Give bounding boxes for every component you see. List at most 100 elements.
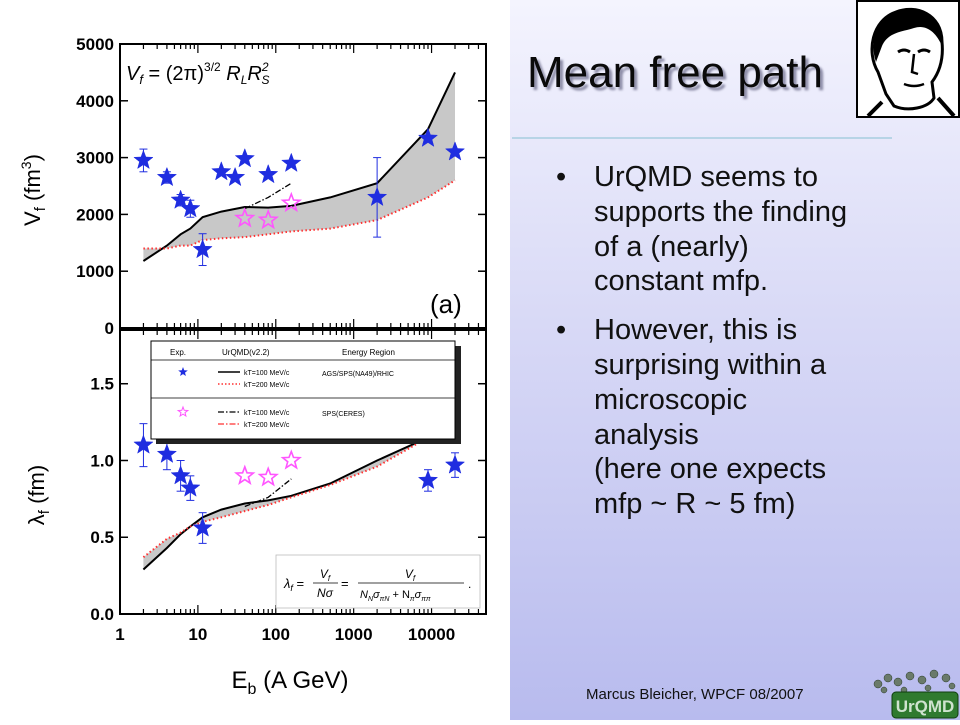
plot-a-marks <box>133 127 466 267</box>
formula-box <box>275 554 481 609</box>
plot-a-data-point <box>133 149 154 170</box>
plot-b-x-tick-label: 10 <box>188 625 207 644</box>
plot-a-y-ticks: 0 1000 2000 3000 4000 5000 <box>76 35 486 338</box>
formula-lhs: λf = <box>283 576 304 593</box>
plot-b-data-point <box>417 469 439 490</box>
plot-a-data-point <box>366 186 388 207</box>
formula-tail: . <box>468 577 471 591</box>
plot-b-ylabel: λf (fm) <box>24 465 53 525</box>
figure-svg: 0 1000 2000 3000 4000 5000 (a) Vf = (2π)3/2 R… <box>18 35 487 698</box>
plot-a-y-tick-label: 1000 <box>76 262 114 281</box>
bullet-dot-icon: • <box>556 314 567 347</box>
plot-b-dashdot-line <box>244 478 292 508</box>
bullet-item: • UrQMD seems to supports the finding of… <box>556 160 926 299</box>
bullet-line: constant mfp. <box>594 265 769 298</box>
plot-a-data-point <box>258 163 279 184</box>
plot-b-data-point <box>170 465 191 485</box>
plot-b-x-tick-label: 1 <box>115 625 124 644</box>
plot-a-x-ticks <box>119 44 487 328</box>
plot-b-band <box>143 426 455 570</box>
legend-header-exp: Exp. <box>170 348 186 357</box>
plot-a-formula: Vf = (2π)3/2 RLR2 S <box>126 60 270 87</box>
bullet-line: However, this is <box>594 314 798 347</box>
plot-b-open-data-point <box>280 449 302 470</box>
plot-a-data-point <box>234 147 255 168</box>
plot-a-data-point <box>192 238 213 259</box>
plot-b-y-tick-label: 1.0 <box>90 451 114 470</box>
plot-a-y-tick-label: 4000 <box>76 92 114 111</box>
figure-panel: 0 1000 2000 3000 4000 5000 (a) Vf = (2π)3/2 R… <box>18 35 487 698</box>
bullet-line: microscopic <box>594 383 748 416</box>
plot-b-open-data-point <box>257 466 279 487</box>
plot-b-data-point <box>133 434 154 454</box>
plot-b-frame <box>119 329 487 615</box>
bullet-list: • UrQMD seems to supports the finding of… <box>556 160 926 536</box>
portrait-logo <box>856 0 960 118</box>
title-rule <box>512 137 892 139</box>
plot-b-red-dotted-line <box>142 425 456 558</box>
legend-row2-model2: kT=200 MeV/c <box>244 422 290 429</box>
bullet-line: surprising within a <box>594 348 827 381</box>
legend-filled-star <box>178 367 188 376</box>
legend-row1-region: AGS/SPS(NA49)/RHIC <box>322 371 394 378</box>
plot-a-open-data-point <box>280 191 302 213</box>
plot-a-frame <box>119 43 487 329</box>
plot-a-data-point <box>156 166 178 187</box>
plot-b-marks <box>133 423 466 544</box>
plot-a-y-tick-label: 3000 <box>76 149 114 168</box>
legend-row1-model1: kT=100 MeV/c <box>244 370 290 377</box>
plot-b-x-ticks: 1 10 100 1000 10000 <box>115 330 487 644</box>
plot-a: 0 1000 2000 3000 4000 5000 (a) Vf = (2π)3/2 R… <box>18 35 487 338</box>
plot-a-data-point <box>444 141 466 161</box>
plot-a-y-tick-label: 5000 <box>76 35 114 54</box>
plot-b-open-data-point <box>234 464 256 485</box>
plot-a-data-point <box>170 189 191 209</box>
plot-a-open-data-point <box>234 207 256 228</box>
plot-b-x-tick-label: 10000 <box>408 625 455 644</box>
bullet-line: analysis <box>594 418 699 451</box>
slide-title: Mean free path <box>527 48 823 97</box>
bullet-line: of a (nearly) <box>594 230 749 263</box>
bullet-line: (here one expects <box>594 453 827 486</box>
plot-a-model-band <box>143 72 455 262</box>
plot-a-y-tick-label: 2000 <box>76 205 114 224</box>
legend-row2-model1: kT=100 MeV/c <box>244 410 290 417</box>
formula-eq2: = <box>341 576 349 591</box>
plot-a-band <box>143 72 455 262</box>
urqmd-logo: UrQMD <box>868 664 960 720</box>
bullet-line: mfp ~ R ~ 5 fm) <box>594 488 796 521</box>
text-panel <box>510 0 960 720</box>
plot-b-formula: λf = Vf Nσ = Vf NNσπN + Nπσππ . <box>275 554 481 609</box>
plot-b-data-point <box>444 454 466 474</box>
plot-a-data-point <box>281 152 302 172</box>
bullet-item: • However, this is surprising within a m… <box>556 313 926 522</box>
plot-b-x-tick-label: 1000 <box>335 625 373 644</box>
portrait-icon <box>866 7 956 118</box>
plot-a-open-data-point <box>257 208 279 230</box>
legend-box <box>150 340 456 440</box>
plot-b-model-band <box>143 426 455 570</box>
plot-b-y-ticks: 0.0 0.5 1.0 1.5 <box>90 375 486 624</box>
plot-b: 0.0 0.5 1.0 1.5 1 10 100 1000 10000 Exp. UrQMD(… <box>24 329 487 698</box>
legend-open-star <box>176 405 190 418</box>
legend-header-model: UrQMD(v2.2) <box>222 348 270 357</box>
urqmd-logo-icon: UrQMD <box>873 669 959 719</box>
plot-a-y-tick-label: 0 <box>105 319 114 338</box>
plot-a-data-point <box>180 197 201 218</box>
x-axis-label: Eb (A GeV) <box>232 667 349 698</box>
plot-b-y-tick-label: 0.0 <box>90 605 114 624</box>
legend-header-region: Energy Region <box>342 348 395 357</box>
plot-a-data-point <box>211 161 232 181</box>
legend-row2-region: SPS(CERES) <box>322 411 365 418</box>
bullet-dot-icon: • <box>556 161 567 193</box>
plot-b-solid-line <box>142 425 456 571</box>
plot-b-data-point <box>192 517 213 537</box>
plot-b-y-tick-label: 0.5 <box>90 528 114 547</box>
bullet-line: supports the finding <box>594 195 848 228</box>
plot-b-y-tick-label: 1.5 <box>90 375 114 394</box>
bullet-line: UrQMD seems to <box>594 161 818 193</box>
formula-den1: Nσ <box>317 586 334 600</box>
plot-b-x-tick-label: 100 <box>262 625 290 644</box>
legend-row1-model2: kT=200 MeV/c <box>244 382 290 389</box>
